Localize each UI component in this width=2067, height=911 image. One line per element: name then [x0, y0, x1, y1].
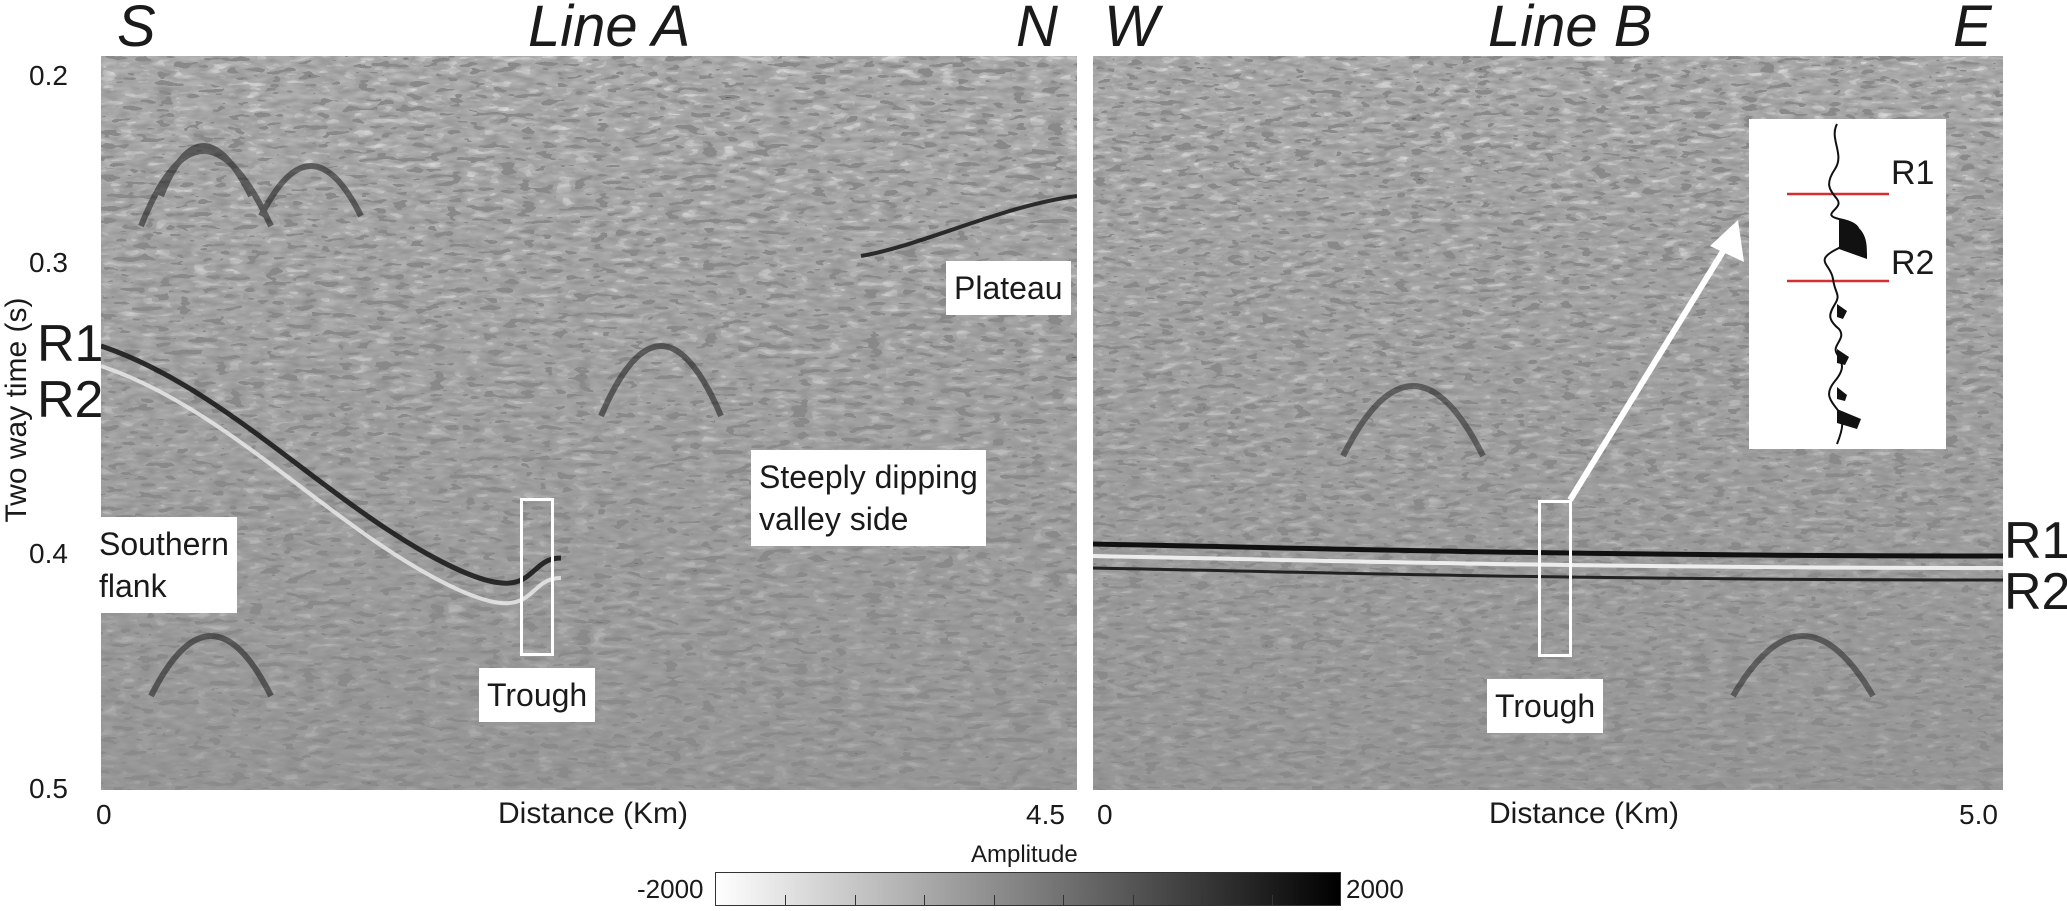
line-a-dir-right: N — [1016, 0, 1058, 59]
line-b-x-end: 5.0 — [1959, 799, 1998, 830]
line-a-plateau-label: Plateau — [946, 261, 1071, 316]
line-a-r1-label: R1 — [37, 315, 104, 373]
line-a-southern-flank-label: Southern flank — [91, 517, 237, 614]
inset-pointer-arrow — [1567, 220, 1744, 502]
inset-r1-label: R1 — [1891, 154, 1935, 192]
y-axis-title: Two way time (s) — [0, 297, 33, 523]
line-a-title: Line A — [528, 0, 691, 59]
line-b-trough-label: Trough — [1487, 679, 1604, 734]
line-b-title: Line B — [1488, 0, 1653, 59]
line-a-x-start: 0 — [96, 799, 112, 830]
line-a-r2-label: R2 — [37, 371, 104, 429]
line-a-dir-left: S — [117, 0, 156, 59]
wavelet-trace — [1787, 123, 1889, 445]
line-a-trough-outline — [520, 498, 554, 656]
y-tick-0-2: 0.2 — [29, 60, 68, 91]
y-tick-0-4: 0.4 — [29, 538, 68, 569]
colorbar-title: Amplitude — [971, 841, 1078, 868]
line-b-x-axis-title: Distance (Km) — [1489, 797, 1680, 830]
colorbar-max-label: 2000 — [1346, 874, 1404, 904]
amplitude-colorbar — [715, 872, 1341, 906]
line-a-trough-label: Trough — [479, 668, 596, 723]
y-tick-0-5: 0.5 — [29, 773, 68, 804]
line-a-x-end: 4.5 — [1026, 799, 1065, 830]
y-tick-0-3: 0.3 — [29, 247, 68, 278]
line-a-x-axis-title: Distance (Km) — [498, 797, 689, 830]
line-b-seismic-section — [1093, 56, 2003, 790]
inset-r2-label: R2 — [1891, 244, 1935, 282]
line-b-dir-right: E — [1953, 0, 1992, 59]
line-b-r1-label: R1 — [2004, 512, 2067, 570]
line-b-dir-left: W — [1104, 0, 1159, 59]
wavelet-inset — [1749, 119, 1946, 449]
line-b-trough-outline — [1538, 500, 1572, 657]
colorbar-min-label: -2000 — [637, 874, 704, 904]
line-b-r2-label: R2 — [2004, 563, 2067, 621]
line-b-x-start: 0 — [1097, 799, 1113, 830]
line-a-steeply-dipping-label: Steeply dipping valley side — [751, 450, 986, 547]
line-a-seismic-section — [101, 56, 1077, 790]
